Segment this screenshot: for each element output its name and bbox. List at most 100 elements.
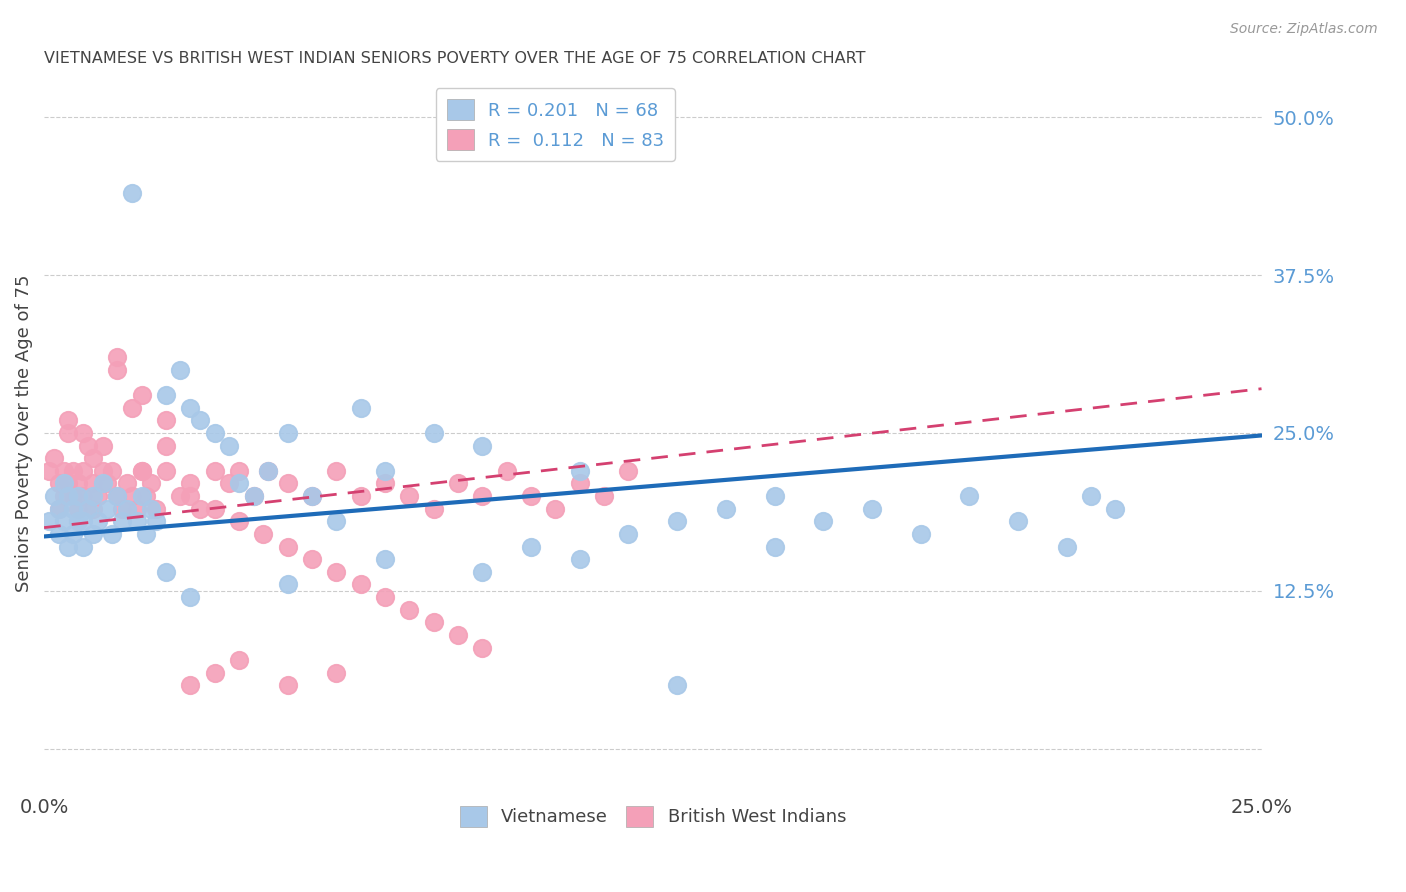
Point [121,186,143,200]
Point [374,552,396,566]
Point [38,514,60,528]
Point [471,640,494,655]
Point [67,501,90,516]
Point [593,489,616,503]
Point [101,527,124,541]
Point [252,527,274,541]
Point [228,464,250,478]
Point [52,464,75,478]
Point [349,577,371,591]
Point [349,401,371,415]
Point [277,476,299,491]
Point [860,501,883,516]
Point [105,489,128,503]
Point [42,451,65,466]
Point [471,489,494,503]
Point [121,401,143,415]
Point [62,464,84,478]
Point [105,363,128,377]
Point [813,514,835,528]
Point [228,514,250,528]
Point [325,514,347,528]
Point [957,489,980,503]
Point [910,527,932,541]
Point [77,501,100,516]
Point [374,464,396,478]
Text: VIETNAMESE VS BRITISH WEST INDIAN SENIORS POVERTY OVER THE AGE OF 75 CORRELATION: VIETNAMESE VS BRITISH WEST INDIAN SENIOR… [44,51,866,66]
Point [188,413,211,427]
Point [131,489,153,503]
Point [666,514,689,528]
Point [228,476,250,491]
Point [91,476,114,491]
Point [125,501,148,516]
Point [568,476,591,491]
Point [763,540,786,554]
Point [204,501,226,516]
Point [145,501,167,516]
Point [204,464,226,478]
Point [72,489,94,503]
Point [1056,540,1078,554]
Point [141,501,163,516]
Point [179,489,201,503]
Point [82,476,104,491]
Point [141,476,163,491]
Point [301,489,323,503]
Text: Source: ZipAtlas.com: Source: ZipAtlas.com [1230,22,1378,37]
Point [277,577,299,591]
Point [72,425,94,440]
Point [58,425,80,440]
Point [155,438,177,452]
Point [763,489,786,503]
Point [82,451,104,466]
Point [96,501,118,516]
Point [1007,514,1029,528]
Point [325,464,347,478]
Point [72,540,94,554]
Point [155,388,177,402]
Point [131,464,153,478]
Point [62,489,84,503]
Point [568,464,591,478]
Point [169,363,191,377]
Point [398,603,420,617]
Point [115,476,138,491]
Point [179,678,201,692]
Point [495,464,517,478]
Point [91,464,114,478]
Point [82,501,104,516]
Point [48,501,70,516]
Point [72,514,94,528]
Point [52,514,75,528]
Point [131,464,153,478]
Point [617,527,640,541]
Point [714,501,737,516]
Legend: Vietnamese, British West Indians: Vietnamese, British West Indians [453,798,853,834]
Point [374,590,396,604]
Point [520,489,543,503]
Point [471,438,494,452]
Point [1104,501,1126,516]
Point [145,514,167,528]
Point [52,476,75,491]
Point [447,476,470,491]
Point [374,476,396,491]
Point [105,350,128,364]
Point [67,476,90,491]
Point [277,540,299,554]
Point [188,501,211,516]
Point [398,489,420,503]
Point [447,628,470,642]
Point [155,464,177,478]
Point [96,476,118,491]
Point [179,401,201,415]
Point [101,464,124,478]
Point [72,464,94,478]
Point [228,653,250,667]
Point [155,413,177,427]
Point [277,678,299,692]
Point [82,527,104,541]
Point [169,489,191,503]
Point [218,476,240,491]
